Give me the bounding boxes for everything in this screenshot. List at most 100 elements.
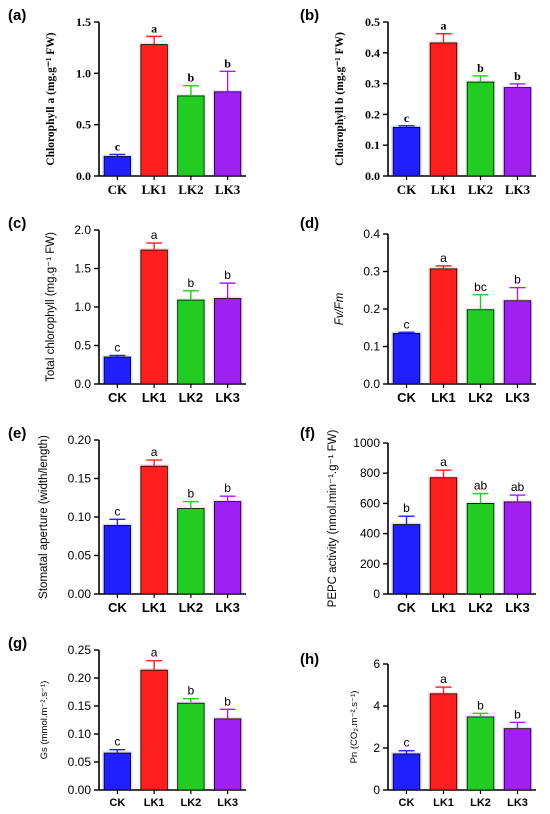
significance-letter: b [514,273,521,287]
bar [429,42,458,177]
y-tick-label: 2 [373,741,380,755]
bar [103,356,132,385]
x-tick-label: LK3 [505,600,530,615]
y-tick-label: 0.4 [363,227,380,241]
x-tick-label: LK2 [180,797,201,809]
y-axis-label: Chlorophyll b (mg.g⁻¹ FW) [334,32,346,166]
significance-letter: c [114,735,120,749]
significance-letter: a [441,19,447,33]
chart-panel: (c) 0.0 0.5 1.0 1.5 2.0 Total chlorophyll (mg.… [8,215,246,405]
x-tick-label: LK1 [142,600,167,615]
chart-panel: (b) 0.0 0.1 0.2 0.3 0.4 0.5 Chlorophyll b (mg.g… [300,7,536,197]
y-axis-label: Total chlorophyll (mg.g⁻¹ FW) [45,232,57,382]
y-tick-label: 400 [360,527,380,541]
bar [213,91,242,177]
x-tick-label: CK [399,797,415,809]
bar [466,309,495,385]
bar [466,81,495,177]
bar [466,502,495,595]
chart-panel: (a) 0.0 0.5 1.0 1.5 Chlorophyll a (mg.g⁻¹ FW)… [8,7,246,197]
x-tick-label: CK [397,600,416,615]
y-tick-label: 0.05 [68,549,92,563]
x-tick-label: LK1 [431,390,456,405]
bar [392,753,421,791]
significance-letter: c [114,341,120,355]
bar [503,300,532,385]
y-tick-label: 0.4 [365,46,380,60]
significance-letter: b [477,698,484,712]
significance-letter: b [188,276,195,290]
y-axis-label: PEPC activity (nmol.min⁻¹.g⁻¹ FW) [327,430,339,608]
bar [103,156,132,177]
y-tick-label: 0.3 [365,77,380,91]
y-tick-label: 0 [373,587,380,601]
x-tick-label: LK3 [505,182,531,197]
significance-letter: b [224,694,231,708]
y-axis-label: Chlorophyll a (mg.g⁻¹ FW) [45,32,57,165]
x-tick-label: LK1 [144,797,165,809]
y-tick-label: 0.1 [365,138,380,152]
significance-letter: b [188,71,195,85]
x-tick-label: LK3 [215,390,240,405]
bar [392,332,421,385]
bar [177,95,205,177]
y-tick-label: 0.15 [68,472,92,486]
bar [503,501,532,595]
significance-letter: c [115,139,121,153]
x-tick-label: LK1 [141,182,166,197]
y-tick-label: 0.00 [68,783,92,797]
significance-letter: a [151,228,158,242]
bar [177,508,205,595]
bar [503,728,532,791]
significance-letter: a [151,646,158,660]
y-tick-label: 0.10 [68,727,92,741]
x-tick-label: CK [109,797,125,809]
significance-letter: c [114,504,120,518]
y-axis-label: Stomatal aperture (width/length) [38,435,50,599]
chart-panel: (f) 0 200 400 600 800 1000 PEPC activity (nmol.… [300,425,536,615]
y-tick-label: 600 [360,496,380,510]
y-tick-label: 0.0 [76,169,91,183]
y-tick-label: 6 [373,657,380,671]
significance-letter: b [224,56,231,70]
chart-panel: (h) 0 2 4 6 Pn (CO₂.m⁻².s⁻¹) c CK a LK1 b LK2 b LK3 [300,651,536,809]
significance-letter: ab [511,480,525,494]
panel-label: (d) [300,215,319,232]
bar [429,268,458,385]
significance-letter: bc [474,280,487,294]
y-tick-label: 0.15 [68,699,92,713]
y-tick-label: 0.5 [74,339,91,353]
y-tick-label: 0.25 [68,643,92,657]
panel-label: (a) [8,7,26,24]
x-tick-label: LK2 [468,182,493,197]
y-tick-label: 2.0 [74,223,91,237]
bar [103,752,132,791]
significance-letter: b [514,69,521,83]
bar [177,702,205,791]
y-tick-label: 0.00 [68,587,92,601]
y-tick-label: 0.5 [76,118,91,132]
x-tick-label: CK [108,600,127,615]
y-tick-label: 800 [360,466,380,480]
y-axis-label: Fv/Fm [334,292,346,325]
bar [140,465,168,595]
y-tick-label: 1.5 [76,15,91,29]
panel-label: (c) [8,215,26,232]
significance-letter: ab [474,479,488,493]
x-tick-label: LK1 [431,182,456,197]
y-tick-label: 1000 [353,436,380,450]
chart-panel: (d) 0.0 0.1 0.2 0.3 0.4 Fv/Fm c CK a LK1 bc LK2 b LK3 [300,215,536,405]
bar [140,669,168,791]
panel-label: (g) [8,635,27,652]
y-tick-label: 0.0 [74,377,91,391]
x-tick-label: LK2 [468,600,493,615]
x-tick-label: LK3 [215,182,241,197]
bar [140,44,168,177]
x-tick-label: CK [397,182,417,197]
significance-letter: a [151,21,157,35]
y-tick-label: 1.0 [76,66,91,80]
y-tick-label: 0.05 [68,755,92,769]
significance-letter: c [404,111,410,125]
x-tick-label: LK3 [217,797,238,809]
